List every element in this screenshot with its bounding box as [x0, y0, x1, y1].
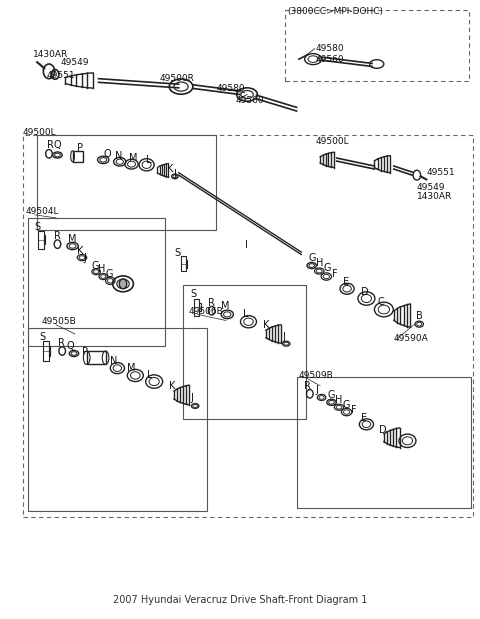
Text: 1430AR: 1430AR	[417, 192, 452, 201]
Text: N: N	[115, 150, 122, 160]
Text: J: J	[191, 393, 193, 403]
Text: K: K	[169, 381, 176, 391]
Text: G: G	[343, 400, 350, 410]
Text: (3800CC>MPI-DOHC): (3800CC>MPI-DOHC)	[287, 7, 383, 16]
Text: 49500L: 49500L	[23, 128, 57, 137]
Text: 49506B: 49506B	[188, 307, 223, 316]
Text: M: M	[221, 301, 229, 311]
Text: H: H	[316, 258, 324, 268]
Text: B: B	[416, 311, 423, 321]
Text: 49580: 49580	[216, 84, 245, 93]
Text: R: R	[59, 338, 65, 348]
Text: S: S	[174, 248, 180, 258]
Text: L: L	[243, 310, 248, 319]
Text: 49560: 49560	[315, 54, 344, 64]
Text: E: E	[361, 413, 367, 423]
Text: 49551: 49551	[47, 71, 75, 80]
Text: 49560: 49560	[235, 96, 264, 105]
Text: P: P	[77, 142, 83, 153]
Text: 49590A: 49590A	[394, 334, 429, 343]
Text: M: M	[127, 363, 135, 373]
Text: C: C	[378, 297, 384, 307]
Text: R: R	[304, 381, 311, 391]
Text: M: M	[68, 234, 76, 245]
Text: R: R	[47, 140, 53, 150]
Text: 49509B: 49509B	[299, 371, 334, 380]
Text: H: H	[335, 395, 343, 405]
Text: K: K	[263, 320, 269, 330]
Text: G: G	[308, 253, 316, 262]
Text: 49551: 49551	[426, 168, 455, 176]
Text: J: J	[174, 169, 177, 179]
Text: 49500L: 49500L	[315, 137, 349, 146]
Ellipse shape	[119, 279, 127, 288]
Text: G: G	[324, 263, 332, 273]
Text: G: G	[91, 261, 99, 271]
Text: 49549: 49549	[417, 183, 445, 192]
Text: 2007 Hyundai Veracruz Drive Shaft-Front Diagram 1: 2007 Hyundai Veracruz Drive Shaft-Front …	[113, 595, 367, 605]
Text: R: R	[208, 298, 215, 308]
Text: M: M	[129, 153, 138, 163]
Text: I: I	[245, 240, 248, 250]
Text: L: L	[145, 155, 151, 165]
Text: E: E	[343, 277, 349, 287]
Text: N: N	[110, 357, 118, 366]
Text: F: F	[351, 405, 357, 415]
Text: 49505B: 49505B	[42, 317, 77, 326]
Text: G: G	[105, 269, 113, 279]
Text: J: J	[84, 253, 86, 262]
Text: K: K	[77, 246, 84, 256]
Text: 49500R: 49500R	[160, 74, 195, 83]
Text: G: G	[327, 390, 335, 400]
Text: J: J	[315, 385, 318, 395]
Text: R: R	[54, 232, 60, 241]
Text: P: P	[82, 347, 88, 357]
Text: F: F	[332, 269, 337, 279]
Text: D: D	[361, 287, 368, 297]
Text: 49549: 49549	[61, 58, 89, 67]
Text: K: K	[167, 164, 173, 174]
Text: S: S	[191, 289, 197, 299]
Text: 49580: 49580	[315, 43, 344, 53]
Text: J: J	[282, 332, 285, 342]
Text: H: H	[98, 264, 106, 274]
Text: 49504L: 49504L	[25, 207, 59, 216]
Text: S: S	[39, 332, 46, 342]
Text: L: L	[146, 370, 152, 380]
Text: O: O	[103, 149, 111, 159]
Text: D: D	[379, 425, 387, 435]
Text: 1430AR: 1430AR	[33, 50, 68, 59]
Text: Q: Q	[54, 140, 61, 150]
Text: Q: Q	[67, 341, 74, 351]
Text: S: S	[35, 222, 41, 232]
